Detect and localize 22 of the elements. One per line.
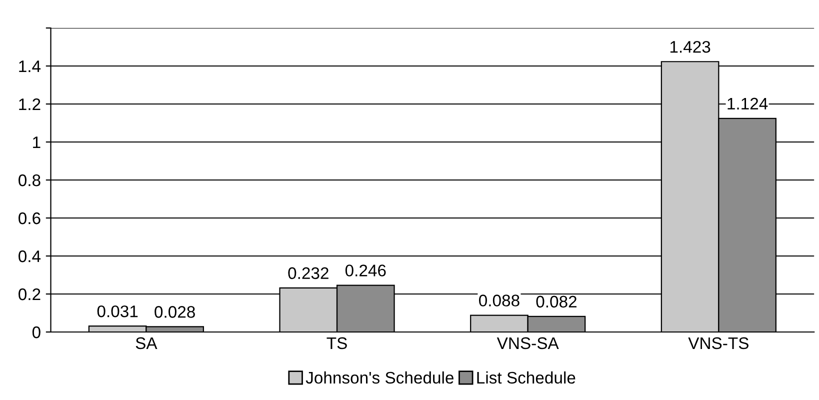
y-tick-label: 0.2 [18,288,40,300]
data-label: 1.423 [670,40,710,53]
y-tick-label: 0.8 [18,174,40,186]
x-tick-label: SA [136,337,158,350]
y-tick-label: 0.6 [18,212,40,224]
x-tick-label: TS [326,337,347,350]
data-label: 0.232 [288,267,328,280]
data-label: 0.246 [345,264,386,276]
x-tick-label: VNS-SA [496,337,559,350]
data-label: 0.031 [97,305,138,318]
data-label: 1.124 [728,98,768,110]
data-label: 0.088 [479,294,520,306]
y-tick-label: 0 [32,326,40,338]
y-tick-label: 1 [33,136,40,148]
legend-label: List Schedule [477,371,576,384]
legend-label: Johnson's Schedule [306,371,454,384]
data-label: 0.082 [536,296,576,308]
y-tick-label: 1.4 [19,60,41,72]
y-tick-label: 1.2 [19,98,40,110]
data-label: 0.028 [154,306,195,318]
x-tick-label: VNS-TS [688,337,748,350]
y-tick-label: 0.4 [18,250,41,262]
